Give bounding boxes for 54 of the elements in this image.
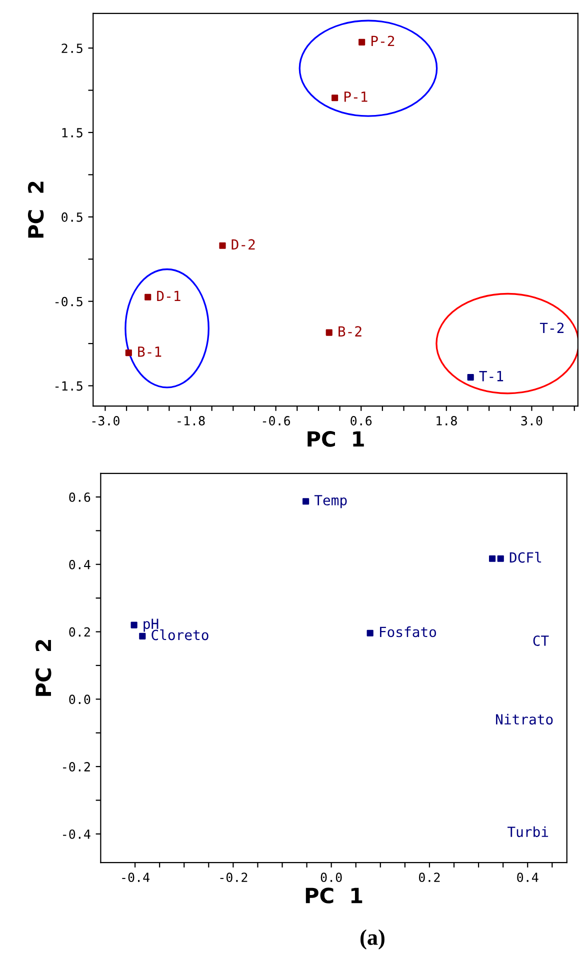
- y-tick-label: -0.2: [63, 762, 90, 772]
- y-tick-label: -0.4: [63, 829, 90, 839]
- annotation: CT: [533, 635, 549, 646]
- data-label: T-1: [479, 371, 504, 382]
- x-tick-label: -0.2: [220, 872, 248, 882]
- data-label: Fosfato: [380, 626, 436, 638]
- point: [219, 242, 226, 249]
- point: [144, 294, 152, 300]
- y-tick-label: 0.5: [62, 212, 82, 222]
- y-tick-label: 0.2: [69, 627, 90, 637]
- y-tick-label: -0.5: [55, 296, 82, 306]
- point: [125, 350, 132, 356]
- x-tick-label: 0.6: [350, 416, 372, 426]
- data-label: DCFl: [510, 552, 542, 563]
- point: [139, 632, 146, 640]
- point: [326, 329, 332, 336]
- x-tick-label: 3.0: [521, 416, 542, 426]
- point: [467, 374, 474, 381]
- x-axis-title: PC 1: [306, 888, 362, 904]
- data-label: P-2: [371, 36, 394, 46]
- annotation: T-2: [540, 322, 564, 333]
- y-axis-title: PC 2: [28, 182, 44, 238]
- point: [497, 555, 504, 562]
- y-tick-label: 0.0: [69, 694, 90, 704]
- annotation: Nitrato: [496, 714, 553, 725]
- data-label: D-2: [232, 239, 255, 250]
- x-axis-title: PC 1: [308, 431, 364, 447]
- data-label: D-1: [157, 290, 180, 301]
- point: [130, 622, 138, 628]
- point: [332, 94, 338, 102]
- data-label: B-1: [138, 346, 162, 357]
- y-tick-label: 1.5: [62, 128, 82, 138]
- x-tick-label: 0.2: [418, 872, 440, 882]
- y-tick-label: 2.5: [62, 44, 82, 54]
- data-label: P-1: [344, 92, 368, 102]
- y-tick-label: -1.5: [55, 381, 82, 391]
- x-tick-label: -3.0: [92, 416, 120, 426]
- point: [366, 630, 374, 636]
- y-axis-title: PC 2: [36, 640, 52, 696]
- point: [302, 498, 310, 505]
- y-tick-label: 0.6: [69, 492, 90, 502]
- y-tick-label: 0.4: [69, 560, 90, 570]
- x-tick-label: 0.4: [517, 872, 538, 882]
- x-tick-label: 1.8: [436, 416, 457, 426]
- x-tick-label: 0.0: [320, 872, 342, 882]
- annotation: Turbi: [508, 826, 548, 838]
- x-tick-label: -0.4: [122, 872, 150, 882]
- data-label: Temp: [314, 495, 347, 508]
- text: (a): [360, 929, 384, 950]
- point: [358, 38, 366, 46]
- x-tick-label: -0.6: [262, 416, 290, 426]
- x-tick-label: -1.8: [178, 416, 205, 426]
- data-label: B-2: [338, 326, 362, 336]
- point: [488, 555, 496, 562]
